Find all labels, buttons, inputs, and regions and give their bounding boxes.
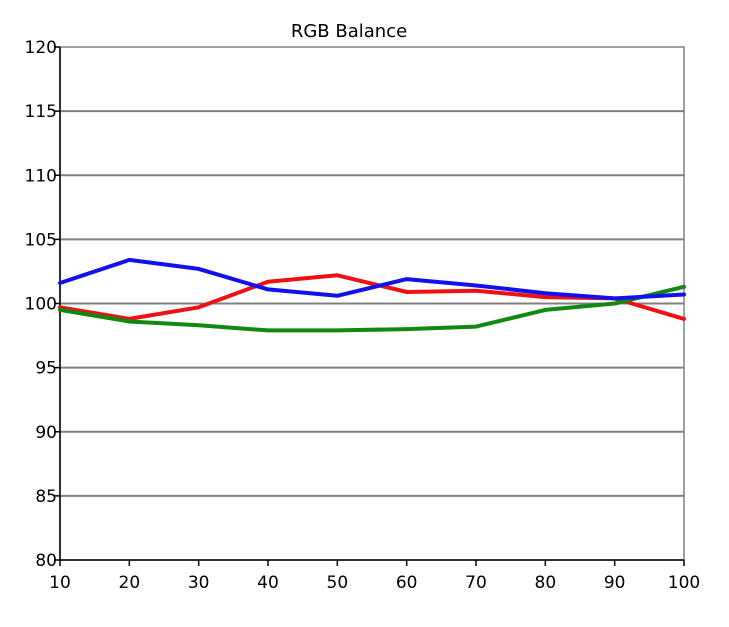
y-tick-label: 105: [25, 230, 57, 250]
green-series-line: [58, 284, 686, 333]
grid-lines: [60, 110, 684, 497]
y-tick-label: 80: [35, 551, 57, 571]
x-tick-label: 60: [396, 573, 418, 593]
y-tick-label: 90: [35, 423, 57, 443]
axes: [54, 46, 685, 566]
x-tick-label: 20: [119, 573, 141, 593]
y-tick-label: 95: [35, 359, 57, 379]
x-tick-label: 100: [668, 573, 700, 593]
x-tick-label: 80: [535, 573, 557, 593]
blue-series-line: [58, 257, 686, 301]
y-tick-label: 115: [25, 102, 57, 122]
tick-labels: 80 85 90 95 100 105 110 115 120 10 20 30 40 50 60 70 80 9…: [25, 38, 701, 593]
series-lines: [58, 257, 686, 333]
y-tick-label: 120: [25, 38, 57, 58]
x-tick-label: 40: [257, 573, 279, 593]
y-tick-label: 110: [25, 166, 57, 186]
y-tick-label: 100: [25, 295, 57, 315]
x-tick-label: 70: [465, 573, 487, 593]
chart-title: RGB Balance: [291, 21, 407, 42]
x-tick-label: 30: [188, 573, 210, 593]
x-tick-label: 50: [327, 573, 349, 593]
y-tick-label: 85: [35, 487, 57, 507]
x-tick-label: 90: [604, 573, 626, 593]
x-tick-label: 10: [49, 573, 71, 593]
